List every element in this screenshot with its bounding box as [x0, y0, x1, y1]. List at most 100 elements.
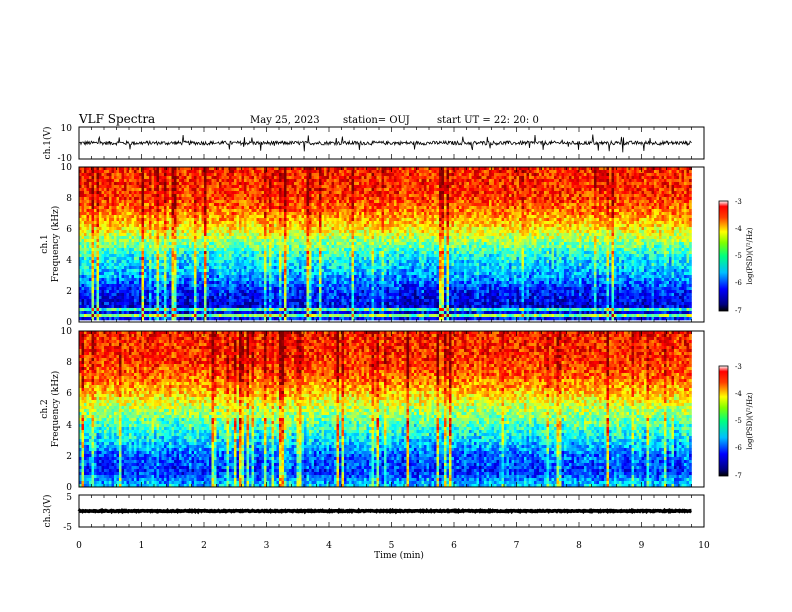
spectrogram-cell — [312, 239, 315, 242]
spectrogram-cell — [297, 173, 300, 176]
spectrogram-cell — [139, 290, 142, 293]
spectrogram-cell — [202, 314, 205, 317]
spectrogram-cell — [254, 242, 257, 245]
spectrogram-cell — [192, 251, 195, 254]
spectrogram-cell — [129, 254, 132, 257]
spectrogram-cell — [242, 185, 245, 188]
spectrogram-cell — [312, 188, 315, 191]
spectrogram-cell — [262, 212, 265, 215]
ch1-ylabel: ch.1(V) — [42, 127, 53, 160]
spectrogram-cell — [152, 287, 155, 290]
spectrogram-cell — [264, 239, 267, 242]
spectrogram-cell — [302, 275, 305, 278]
spectrogram-cell — [199, 209, 202, 212]
spectrogram-cell — [102, 311, 105, 314]
spectrogram-cell — [102, 170, 105, 173]
spectrogram-cell — [244, 263, 247, 266]
spectrogram-cell — [227, 203, 230, 206]
spectrogram-cell — [129, 290, 132, 293]
spectrogram-cell — [264, 233, 267, 236]
spectrogram-cell — [139, 188, 142, 191]
spectrogram-cell — [269, 266, 272, 269]
spectrogram-cell — [309, 233, 312, 236]
spectrogram-cell — [289, 302, 292, 305]
spectrogram-cell — [214, 281, 217, 284]
spectrogram-cell — [114, 305, 117, 308]
spectrogram-cell — [299, 182, 302, 185]
spectrogram-cell — [127, 278, 130, 281]
spectrogram-cell — [84, 299, 87, 302]
spectrogram-cell — [174, 299, 177, 302]
spectrogram-cell — [252, 176, 255, 179]
spectrogram-cell — [199, 179, 202, 182]
spectrogram-cell — [174, 182, 177, 185]
spectrogram-cell — [174, 242, 177, 245]
spectrogram-cell — [237, 299, 240, 302]
spectrogram-cell — [299, 203, 302, 206]
spectrogram-cell — [129, 314, 132, 317]
spectrogram-cell — [84, 272, 87, 275]
spectrogram-cell — [257, 230, 260, 233]
spectrogram-cell — [297, 293, 300, 296]
spectrogram-cell — [264, 275, 267, 278]
spectrogram-cell — [162, 311, 165, 314]
spectrogram-cell — [182, 215, 185, 218]
spectrogram-cell — [189, 194, 192, 197]
spectrogram-cell — [204, 242, 207, 245]
spectrogram-cell — [229, 206, 232, 209]
spectrogram-cell — [152, 206, 155, 209]
spectrogram-cell — [282, 191, 285, 194]
spectrogram-cell — [189, 224, 192, 227]
spectrogram-cell — [204, 179, 207, 182]
spectrogram-cell — [277, 245, 280, 248]
spectrogram-cell — [84, 248, 87, 251]
spectrogram-cell — [172, 305, 175, 308]
spectrogram-cell — [292, 221, 295, 224]
spectrogram-cell — [117, 239, 120, 242]
spectrogram-cell — [104, 191, 107, 194]
spectrogram-cell — [172, 242, 175, 245]
spectrogram-cell — [174, 266, 177, 269]
spectrogram-cell — [222, 302, 225, 305]
spectrogram-cell — [299, 221, 302, 224]
spectrogram-cell — [172, 275, 175, 278]
spectrogram-cell — [119, 281, 122, 284]
spectrogram-cell — [107, 248, 110, 251]
spectrogram-cell — [152, 293, 155, 296]
spectrogram-cell — [114, 272, 117, 275]
spectrogram-cell — [127, 194, 130, 197]
spectrogram-cell — [124, 299, 127, 302]
spectrogram-cell — [174, 224, 177, 227]
spectrogram-cell — [129, 302, 132, 305]
spectrogram-cell — [282, 266, 285, 269]
spectrogram-cell — [207, 314, 210, 317]
spectrogram-cell — [97, 233, 100, 236]
spectrogram-cell — [257, 182, 260, 185]
spectrogram-cell — [302, 272, 305, 275]
spectrogram-cell — [247, 170, 250, 173]
spectrogram-cell — [289, 272, 292, 275]
spectrogram-cell — [209, 197, 212, 200]
spectrogram-cell — [249, 284, 252, 287]
spectrogram-cell — [272, 242, 275, 245]
spectrogram-cell — [169, 317, 172, 320]
spectrogram-cell — [139, 308, 142, 311]
spectrogram-cell — [149, 209, 152, 212]
spectrogram-cell — [207, 290, 210, 293]
spectrogram-cell — [232, 170, 235, 173]
spectrogram-cell — [264, 221, 267, 224]
spectrogram-cell — [99, 263, 102, 266]
spectrogram-cell — [119, 236, 122, 239]
spectrogram-cell — [302, 236, 305, 239]
spectrogram-cell — [109, 281, 112, 284]
spectrogram-cell — [149, 188, 152, 191]
spectrogram-cell — [232, 194, 235, 197]
spectrogram-cell — [229, 203, 232, 206]
spectrogram-cell — [127, 254, 130, 257]
spectrogram-cell — [262, 245, 265, 248]
spectrogram-cell — [167, 206, 170, 209]
spectrogram-cell — [239, 248, 242, 251]
spectrogram-cell — [252, 227, 255, 230]
spectrogram-cell — [294, 212, 297, 215]
spectrogram-cell — [257, 203, 260, 206]
